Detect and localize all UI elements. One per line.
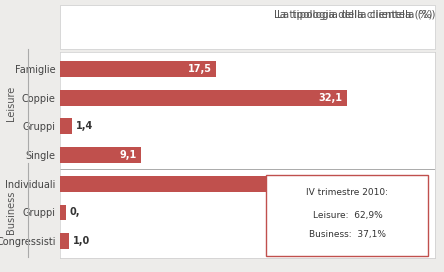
Text: Business: Business [6, 190, 16, 234]
Text: 1,4: 1,4 [76, 121, 93, 131]
Bar [60, 119, 72, 134]
Text: Leisure:  62,9%: Leisure: 62,9% [313, 211, 382, 220]
Bar [60, 61, 216, 77]
Bar [60, 147, 141, 163]
Bar [60, 90, 347, 106]
Text: La tipologia della clientela (%): La tipologia della clientela (%) [277, 10, 435, 20]
Text: 9,1: 9,1 [119, 150, 137, 160]
Text: 32,1: 32,1 [318, 93, 342, 103]
Text: IV trimestre 2010:: IV trimestre 2010: [306, 188, 388, 197]
Text: La tipologia della clientela (%): La tipologia della clientela (%) [274, 10, 433, 20]
Bar [60, 233, 69, 249]
Bar [60, 176, 400, 191]
Text: Leisure: Leisure [6, 86, 16, 121]
Text: Business:  37,1%: Business: 37,1% [309, 230, 386, 239]
Text: 0,: 0, [70, 208, 80, 217]
Text: 38,0: 38,0 [371, 179, 395, 189]
Text: 1,0: 1,0 [72, 236, 90, 246]
Text: 17,5: 17,5 [188, 64, 212, 74]
Bar [60, 205, 66, 220]
